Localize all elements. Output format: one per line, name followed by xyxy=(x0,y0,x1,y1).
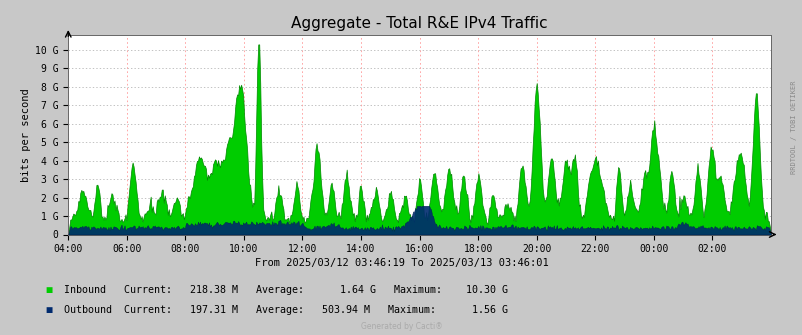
Text: ▪: ▪ xyxy=(44,282,53,297)
Text: Inbound   Current:   218.38 M   Average:      1.64 G   Maximum:    10.30 G: Inbound Current: 218.38 M Average: 1.64 … xyxy=(64,285,508,295)
Text: RRDTOOL / TOBI OETIKER: RRDTOOL / TOBI OETIKER xyxy=(791,80,796,174)
Text: ▪: ▪ xyxy=(44,303,53,317)
Text: From 2025/03/12 03:46:19 To 2025/03/13 03:46:01: From 2025/03/12 03:46:19 To 2025/03/13 0… xyxy=(254,258,548,268)
Text: Generated by Cacti®: Generated by Cacti® xyxy=(360,322,442,331)
Text: Outbound  Current:   197.31 M   Average:   503.94 M   Maximum:      1.56 G: Outbound Current: 197.31 M Average: 503.… xyxy=(64,305,508,315)
Title: Aggregate - Total R&E IPv4 Traffic: Aggregate - Total R&E IPv4 Traffic xyxy=(291,16,547,31)
Y-axis label: bits per second: bits per second xyxy=(21,88,30,182)
